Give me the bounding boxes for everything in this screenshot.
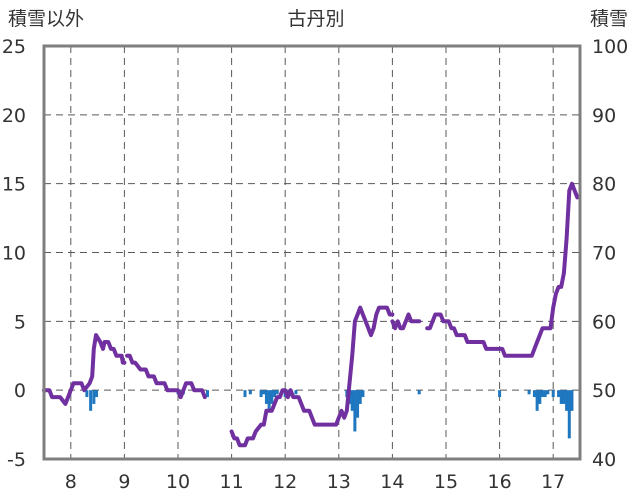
line-segment (125, 353, 207, 400)
bar (559, 390, 563, 404)
x-tick-label: 12 (273, 471, 297, 493)
bar (535, 390, 539, 411)
left-axis-ticks: -5 0 5 10 15 20 25 (2, 36, 26, 471)
bar (557, 390, 561, 398)
left-tick-label: 10 (2, 243, 26, 265)
x-axis-ticks: 8 9 10 11 12 13 14 15 16 17 (65, 471, 566, 493)
x-tick-label: 9 (118, 471, 130, 493)
x-tick-label: 15 (434, 471, 458, 493)
left-tick-label: -5 (7, 449, 26, 471)
bar (262, 390, 266, 395)
right-tick-label: 100 (592, 36, 628, 58)
bar (417, 390, 421, 395)
line-segment (425, 181, 580, 358)
bar (543, 390, 547, 398)
left-tick-label: 0 (14, 380, 26, 402)
bar (259, 390, 263, 398)
bar (205, 390, 209, 398)
right-tick-label: 90 (592, 105, 616, 127)
bar (570, 390, 574, 411)
x-tick-label: 17 (541, 471, 565, 493)
bar (532, 390, 536, 398)
x-tick-label: 10 (166, 471, 190, 493)
bar (551, 390, 555, 398)
bar (243, 390, 247, 398)
bar (567, 390, 571, 439)
x-tick-label: 13 (327, 471, 351, 493)
right-tick-label: 70 (592, 243, 616, 265)
x-tick-label: 8 (65, 471, 77, 493)
left-tick-label: 5 (14, 311, 26, 333)
left-tick-label: 20 (2, 105, 26, 127)
line-segment (390, 312, 422, 331)
bar (92, 390, 96, 404)
left-tick-label: 25 (2, 36, 26, 58)
bar (538, 390, 542, 404)
right-tick-label: 60 (592, 311, 616, 333)
right-tick-label: 50 (592, 380, 616, 402)
bar (294, 390, 298, 395)
bar (546, 390, 550, 395)
bar (358, 390, 362, 404)
line-series (42, 181, 580, 448)
plot-frame (42, 44, 582, 461)
bar (89, 390, 93, 411)
right-tick-label: 40 (592, 449, 616, 471)
bar (275, 390, 279, 395)
right-axis-label: 積雪 (590, 8, 628, 30)
bar (498, 390, 502, 398)
right-axis-ticks: 40 50 60 70 80 90 100 (592, 36, 628, 471)
bar (270, 390, 274, 404)
x-tick-label: 16 (488, 471, 512, 493)
line-segment (229, 305, 395, 448)
x-tick-label: 11 (220, 471, 244, 493)
bar (565, 390, 569, 411)
x-tick-label: 14 (380, 471, 404, 493)
bar (356, 390, 360, 418)
bar (95, 390, 99, 398)
bar (272, 390, 276, 398)
bar (248, 390, 252, 395)
bar (353, 390, 357, 432)
bar (527, 390, 531, 395)
line-segment (42, 333, 127, 406)
bar (85, 390, 89, 398)
right-tick-label: 80 (592, 174, 616, 196)
bar (264, 390, 268, 404)
plot-grid (44, 46, 580, 459)
bar (350, 390, 354, 411)
bar (540, 390, 544, 398)
left-tick-label: 15 (2, 174, 26, 196)
bar (267, 390, 271, 411)
bar (361, 390, 365, 398)
bar (562, 390, 566, 404)
chart-title: 古丹別 (287, 8, 344, 30)
bar-series (85, 390, 574, 439)
left-axis-label: 積雪以外 (8, 8, 84, 30)
